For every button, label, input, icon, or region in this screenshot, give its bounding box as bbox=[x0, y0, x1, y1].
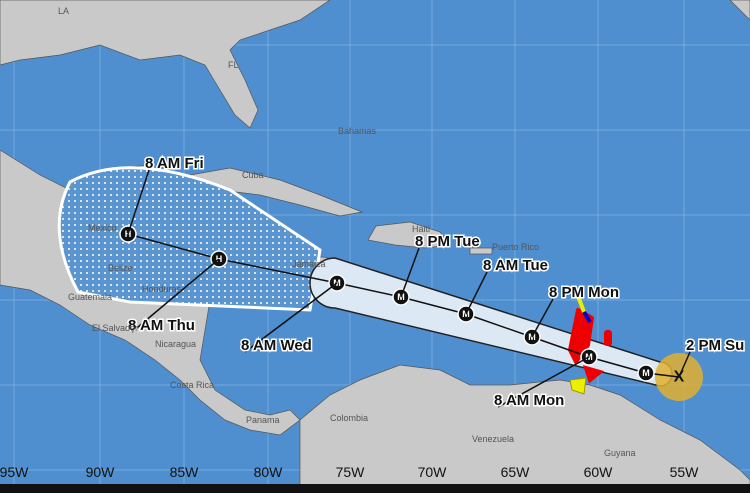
place-label: Honduras bbox=[142, 284, 182, 294]
forecast-label: 8 AM Wed bbox=[241, 337, 312, 354]
place-label: Costa Rica bbox=[170, 380, 214, 390]
longitude-label: 80W bbox=[254, 464, 284, 480]
place-label: Belize bbox=[108, 263, 133, 273]
place-labels: LA FL Bahamas Cuba Haiti Puerto Rico Mexico Bel… bbox=[58, 6, 636, 458]
place-label: Guyana bbox=[604, 448, 636, 458]
label-leader bbox=[400, 247, 420, 298]
place-label: Haiti bbox=[412, 224, 430, 234]
place-label: Colombia bbox=[330, 413, 368, 423]
place-label: LA bbox=[58, 6, 69, 16]
label-leader bbox=[497, 356, 590, 408]
longitude-labels: 95W 90W 85W 80W 75W 70W 65W 60W 55W bbox=[0, 464, 699, 480]
place-label: El Salvador bbox=[92, 323, 138, 333]
label-leader bbox=[244, 282, 338, 353]
longitude-label: 75W bbox=[336, 464, 366, 480]
place-label: FL bbox=[228, 60, 239, 70]
forecast-dot bbox=[637, 364, 655, 382]
place-label: Guatemala bbox=[68, 292, 112, 302]
label-leader bbox=[678, 351, 691, 378]
cone-days-4-5 bbox=[57, 166, 322, 312]
forecast-label: 8 AM Thu bbox=[128, 317, 195, 334]
label-leader bbox=[127, 169, 150, 235]
place-label: Mexico bbox=[88, 223, 117, 233]
footer-bar bbox=[0, 484, 750, 493]
longitude-label: 55W bbox=[670, 464, 700, 480]
label-leader bbox=[131, 258, 220, 333]
label-leader bbox=[531, 298, 554, 338]
label-leader bbox=[465, 271, 488, 315]
forecast-label: 8 AM Fri bbox=[145, 155, 204, 172]
longitude-label: 95W bbox=[0, 464, 29, 480]
longitude-label: 65W bbox=[501, 464, 531, 480]
forecast-symbol: M bbox=[642, 368, 650, 378]
place-label: Nicaragua bbox=[155, 339, 196, 349]
forecast-label: 8 AM Mon bbox=[494, 392, 564, 409]
longitude-label: 90W bbox=[86, 464, 116, 480]
place-label: Bahamas bbox=[338, 126, 377, 136]
place-label: Panama bbox=[246, 415, 280, 425]
place-label: Venezuela bbox=[472, 434, 514, 444]
longitude-label: 60W bbox=[584, 464, 614, 480]
forecast-label: 8 PM Mon bbox=[549, 284, 619, 301]
place-label: Cuba bbox=[242, 170, 264, 180]
forecast-label: 8 PM Tue bbox=[415, 233, 480, 250]
place-label: Jamaica bbox=[292, 259, 326, 269]
place-label: Puerto Rico bbox=[492, 242, 539, 252]
longitude-label: 70W bbox=[418, 464, 448, 480]
forecast-label: 2 PM Su bbox=[686, 337, 744, 354]
longitude-label: 85W bbox=[170, 464, 200, 480]
forecast-label: 8 AM Tue bbox=[483, 257, 548, 274]
